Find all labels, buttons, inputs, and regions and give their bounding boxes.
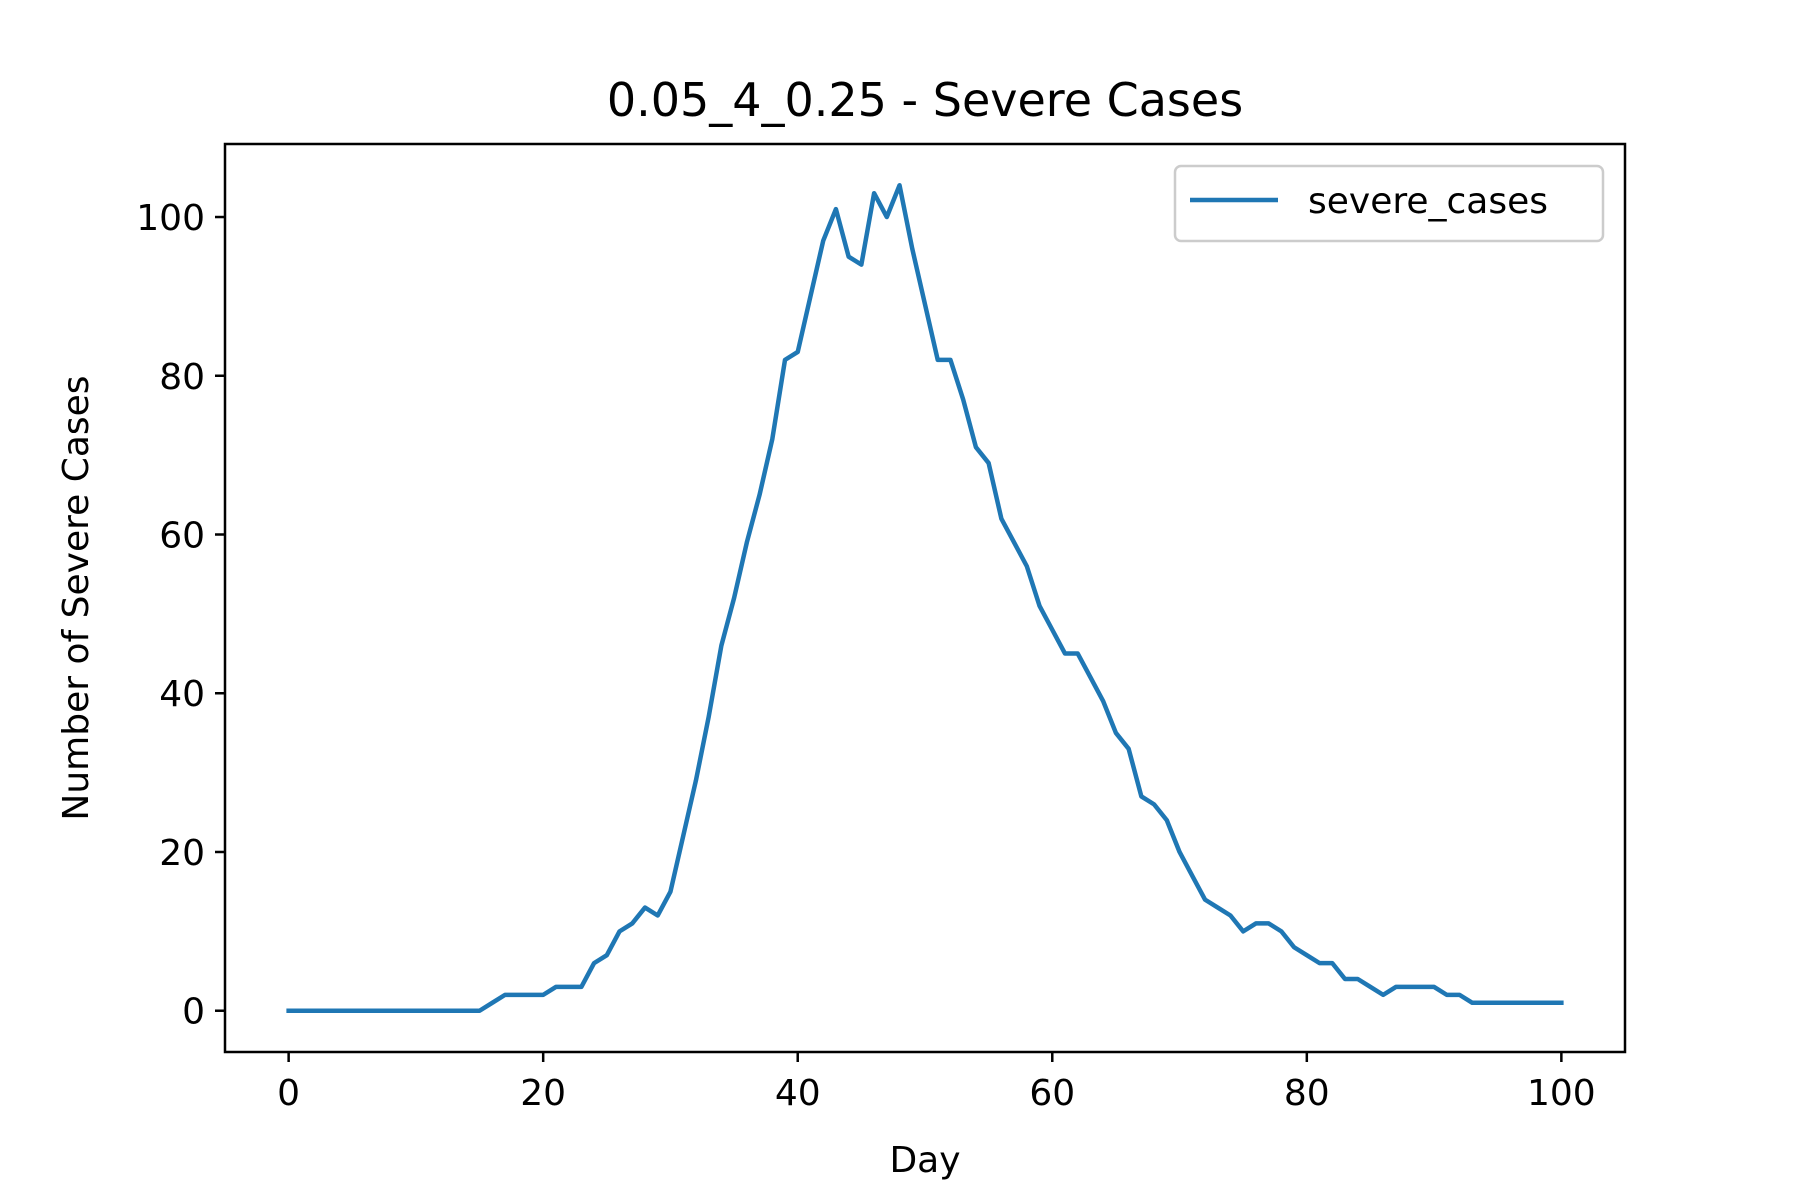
y-tick-label: 60 [159,516,205,557]
plot-area [223,142,1627,1054]
series-layer [286,183,1564,1013]
legend: severe_cases [1173,164,1605,243]
axes-background [225,144,1625,1052]
y-axis-ticks: 0 20 40 60 80 100 [136,198,225,1033]
series-line-severe-cases [286,183,1564,1013]
x-tick-label: 0 [277,1073,300,1114]
x-tick-label: 20 [520,1073,566,1114]
legend-box [1173,164,1605,243]
y-tick-label: 0 [182,992,205,1033]
y-axis-label: Number of Severe Cases [56,375,97,820]
y-tick-label: 40 [159,674,205,715]
y-tick-label: 80 [159,357,205,398]
x-axis-label: Day [889,1140,960,1181]
axes-frame [223,142,1627,1054]
legend-label-severe-cases: severe_cases [1308,181,1548,222]
x-axis-ticks: 0 20 40 60 80 100 [277,1052,1596,1114]
y-tick-label: 100 [136,198,205,239]
x-tick-label: 40 [775,1073,821,1114]
chart-title: 0.05_4_0.25 - Severe Cases [607,73,1243,127]
y-tick-label: 20 [159,833,205,874]
x-tick-label: 60 [1029,1073,1075,1114]
x-tick-label: 100 [1527,1073,1596,1114]
x-tick-label: 80 [1284,1073,1330,1114]
